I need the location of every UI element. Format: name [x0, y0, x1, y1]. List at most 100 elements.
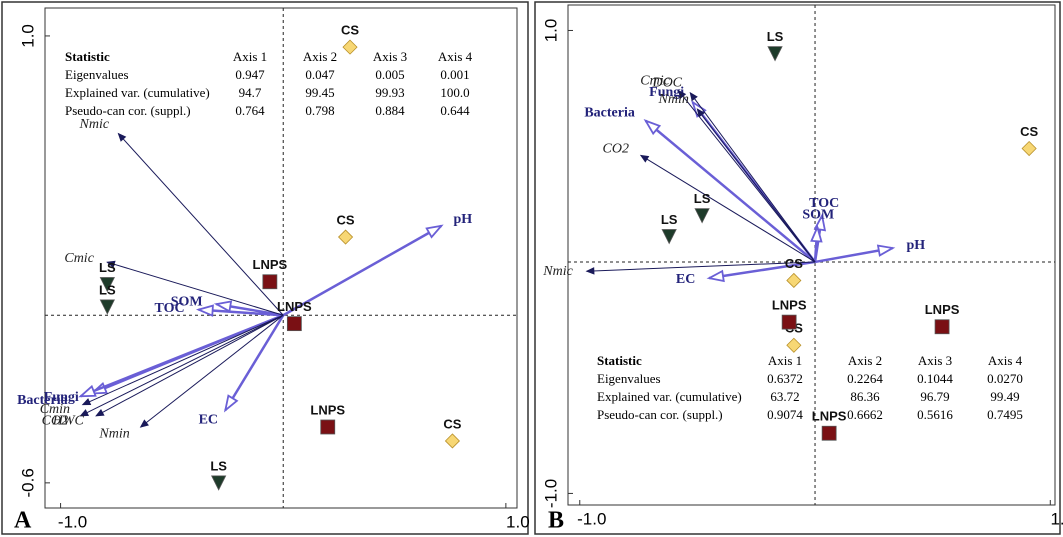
point	[1021, 140, 1037, 157]
arrow-head	[425, 224, 444, 239]
vector	[644, 119, 816, 263]
point-label: CS	[785, 256, 803, 271]
stat-cell: 99.93	[375, 85, 404, 100]
point-label: CS	[337, 212, 355, 227]
point	[786, 337, 802, 353]
arrow-head	[639, 154, 650, 163]
vector	[708, 260, 816, 280]
vector	[678, 90, 816, 263]
arrow-head	[213, 300, 233, 313]
stat-cell: 0.0270	[987, 371, 1023, 386]
stat-header: Axis 3	[373, 49, 407, 64]
stat-cell: 0.947	[235, 67, 265, 82]
stat-cell: 0.047	[305, 67, 335, 82]
arrow-head	[139, 419, 149, 428]
vector-label: Fungi	[649, 85, 684, 100]
stat-cell: 0.9074	[767, 407, 803, 422]
point-label: LS	[99, 282, 116, 297]
vector-label: TOC	[809, 196, 839, 211]
stat-cell: 0.1044	[917, 371, 953, 386]
vector-label: pH	[453, 212, 472, 227]
panel-frame	[534, 1, 1061, 535]
vector	[140, 314, 284, 428]
arrow-head	[677, 89, 687, 99]
vector-label: CO2	[42, 413, 68, 428]
stat-cell: 0.005	[375, 67, 404, 82]
stat-cell: 0.001	[440, 67, 469, 82]
vector	[118, 133, 284, 316]
panel-frame	[1, 1, 529, 535]
stat-cell: Eigenvalues	[597, 371, 661, 386]
y-tick-label: 1.0	[18, 24, 37, 48]
point-label: LS	[661, 212, 678, 227]
point	[211, 475, 227, 491]
point	[781, 314, 797, 330]
y-tick-label: -0.6	[18, 468, 37, 497]
stat-header: Axis 1	[768, 353, 802, 368]
vector-label: EC	[676, 272, 695, 287]
arrow-head	[689, 91, 698, 102]
point-label: LNPS	[277, 299, 312, 314]
plot-area	[44, 7, 518, 509]
vector	[696, 108, 816, 263]
stat-header: Axis 3	[918, 353, 952, 368]
vector	[80, 314, 284, 398]
point-label: LNPS	[925, 302, 960, 317]
point-label: LNPS	[253, 257, 288, 272]
point	[342, 39, 358, 55]
vector-label: CO2	[603, 141, 629, 156]
vector-label: pH	[906, 238, 925, 253]
point-label: CS	[341, 23, 359, 38]
stat-cell: 94.7	[239, 85, 262, 100]
arrow-head	[95, 408, 105, 417]
y-tick-label: 1.0	[541, 19, 560, 43]
stat-cell: 0.2264	[847, 371, 883, 386]
stat-cell: Pseudo-can cor. (suppl.)	[597, 407, 723, 422]
vector-label: Fungi	[44, 390, 79, 405]
arrow-head	[876, 244, 896, 257]
arrow-head	[117, 132, 127, 142]
x-tick-label: 1.0	[506, 512, 530, 531]
vector	[689, 92, 816, 263]
vector-label: Nmin	[658, 92, 689, 107]
point	[320, 419, 336, 435]
vector-label: EC	[199, 413, 218, 428]
point-label: LS	[767, 29, 784, 44]
point-label: LNPS	[310, 402, 345, 417]
stat-cell: 99.49	[990, 389, 1019, 404]
stat-cell: 0.6372	[767, 371, 803, 386]
vector-label: HWC	[52, 414, 85, 429]
stat-cell: 0.764	[235, 103, 265, 118]
vector-label: Nmin	[98, 427, 129, 442]
point-label: LNPS	[812, 409, 847, 424]
arrow-head	[643, 119, 662, 136]
x-tick-label: -1.0	[577, 509, 606, 528]
point	[99, 277, 115, 293]
point	[767, 46, 783, 62]
stat-cell: 96.79	[920, 389, 949, 404]
stat-cell: 0.5616	[917, 407, 953, 422]
stat-cell: Explained var. (cumulative)	[597, 389, 742, 404]
vector	[224, 314, 285, 411]
vector	[80, 314, 284, 417]
vector-label: SOM	[802, 207, 834, 222]
stat-cell: 0.644	[440, 103, 470, 118]
point	[444, 433, 460, 449]
vector	[586, 261, 816, 272]
vector	[95, 314, 284, 417]
arrow-head	[706, 269, 725, 283]
vector-label: Nmic	[79, 117, 110, 132]
y-tick-label: -1.0	[541, 479, 560, 508]
x-tick-label: 1.0	[1050, 509, 1063, 528]
vector-label: Bacteria	[17, 393, 68, 408]
panel-label: B	[548, 508, 564, 534]
point-label: LS	[99, 260, 116, 275]
arrow-head	[81, 398, 92, 406]
arrow-head	[195, 304, 214, 317]
point	[786, 272, 802, 289]
stat-cell: Explained var. (cumulative)	[65, 85, 210, 100]
vector-label: SOM	[171, 294, 203, 309]
arrow-head	[810, 224, 823, 243]
stat-cell: 0.798	[305, 103, 334, 118]
